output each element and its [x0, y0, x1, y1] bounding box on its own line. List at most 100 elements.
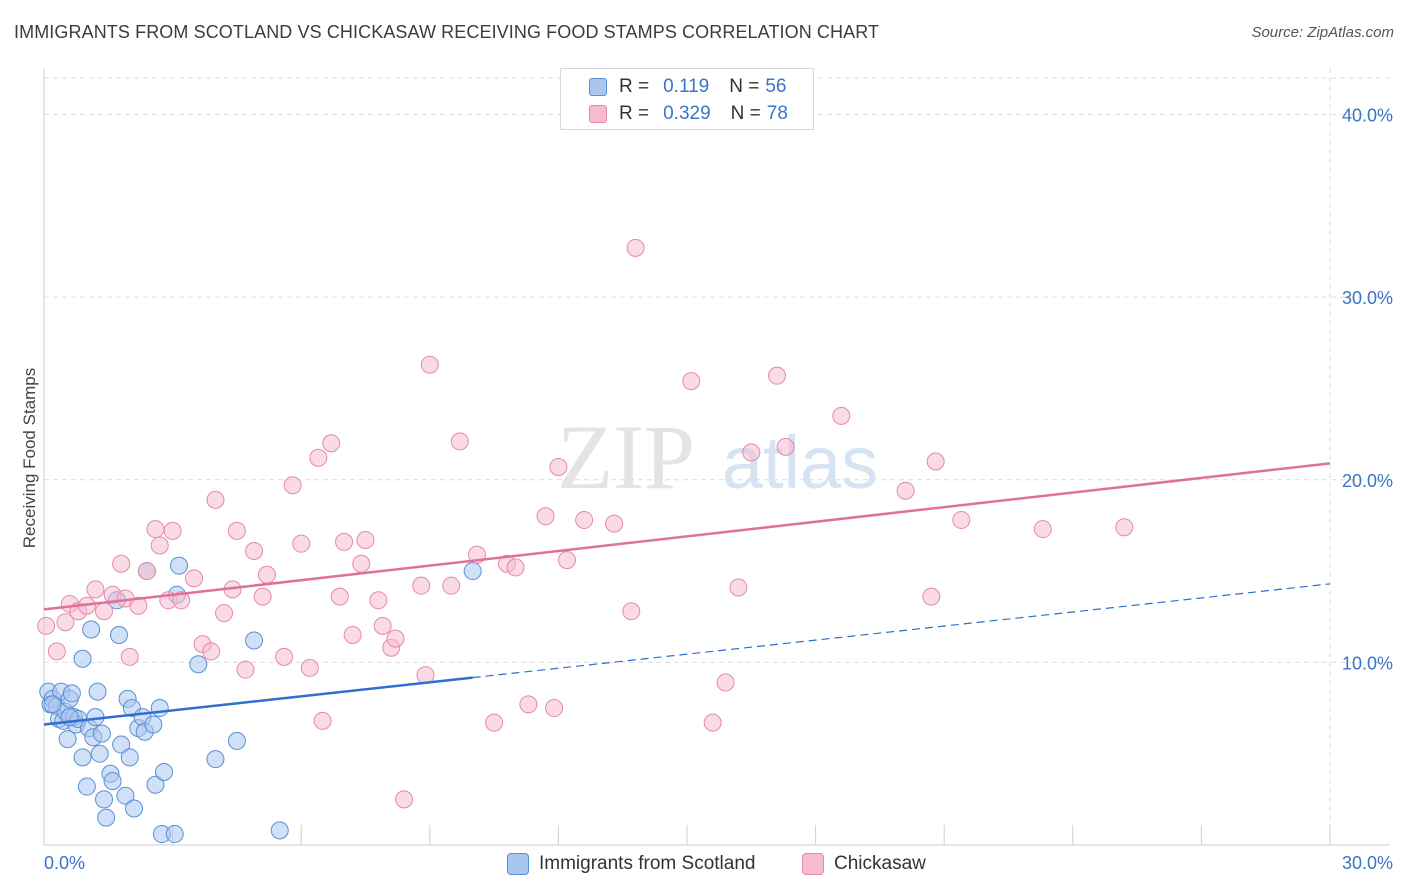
- scotland-point: [165, 825, 184, 844]
- chickasaw-point: [309, 448, 328, 467]
- legend-n-label: N =: [729, 76, 760, 97]
- chickasaw-point: [450, 432, 469, 451]
- legend-row-chickasaw: R = 0.329 N = 78: [589, 101, 788, 127]
- chickasaw-trend: [43, 462, 1331, 611]
- scotland-point: [245, 631, 264, 650]
- chickasaw-point: [742, 443, 761, 462]
- chickasaw-point: [283, 476, 302, 495]
- bottom-legend-swatch-pink: [802, 853, 824, 875]
- chickasaw-point: [922, 587, 941, 606]
- scotland-point: [116, 786, 135, 805]
- chickasaw-point: [549, 457, 568, 476]
- chickasaw-point: [926, 452, 945, 471]
- chickasaw-point: [395, 790, 414, 809]
- chickasaw-point: [185, 569, 204, 588]
- chickasaw-point: [536, 507, 555, 526]
- scotland-trend-dashed: [472, 583, 1331, 679]
- chickasaw-point: [575, 510, 594, 529]
- trend-lines: [43, 462, 1331, 726]
- scotland-point: [170, 556, 189, 575]
- chickasaw-point: [356, 531, 375, 550]
- chickasaw-point: [952, 510, 971, 529]
- chickasaw-point: [768, 366, 787, 385]
- chickasaw-point: [896, 481, 915, 500]
- chickasaw-point: [300, 658, 319, 677]
- chickasaw-point: [227, 521, 246, 540]
- watermark-atlas: atlas: [722, 421, 878, 504]
- chickasaw-point: [519, 695, 538, 714]
- chart-title: IMMIGRANTS FROM SCOTLAND VS CHICKASAW RE…: [14, 22, 880, 42]
- scotland-point: [73, 748, 92, 767]
- chickasaw-point: [146, 520, 165, 539]
- scotland-point: [92, 724, 111, 743]
- chickasaw-point: [236, 660, 255, 679]
- chickasaw-point: [622, 602, 641, 621]
- watermark-zip: ZIP: [557, 406, 695, 508]
- scotland-point: [189, 655, 208, 674]
- chickasaw-point: [313, 711, 332, 730]
- bottom-legend-label: Chickasaw: [834, 853, 926, 874]
- legend-n-value: 78: [766, 103, 788, 124]
- chickasaw-point: [716, 673, 735, 692]
- chickasaw-point: [369, 591, 388, 610]
- scotland-point: [120, 748, 139, 767]
- legend: R = 0.119 N = 56 R = 0.329 N = 78: [560, 68, 814, 130]
- chickasaw-point: [682, 372, 701, 391]
- scotland-point: [270, 821, 289, 840]
- chickasaw-point: [86, 580, 105, 599]
- scotland-point: [125, 799, 144, 818]
- scotland-trend-solid: [43, 676, 473, 726]
- bottom-legend-label: Immigrants from Scotland: [539, 853, 756, 874]
- legend-r-label: R =: [619, 103, 650, 124]
- chickasaw-point: [832, 406, 851, 425]
- chickasaw-point: [150, 536, 169, 555]
- scotland-point: [206, 750, 225, 769]
- chickasaw-point: [37, 616, 56, 635]
- scotland-point: [88, 682, 107, 701]
- legend-r-value: 0.329: [663, 103, 711, 124]
- chickasaw-point: [442, 576, 461, 595]
- chickasaw-point: [172, 591, 191, 610]
- chickasaw-point: [729, 578, 748, 597]
- legend-r-label: R =: [619, 76, 650, 97]
- chickasaw-point: [215, 604, 234, 623]
- scotland-point: [62, 684, 81, 703]
- chickasaw-point: [506, 558, 525, 577]
- chickasaw-point: [352, 554, 371, 573]
- legend-swatch-blue: [589, 78, 607, 96]
- scotland-point: [144, 715, 163, 734]
- chickasaw-point: [386, 629, 405, 648]
- scotland-point: [82, 620, 101, 639]
- chickasaw-point: [373, 616, 392, 635]
- chickasaw-point: [112, 554, 131, 573]
- legend-swatch-pink: [589, 105, 607, 123]
- chickasaw-point: [275, 647, 294, 666]
- scotland-point: [95, 790, 114, 809]
- scotland-point: [150, 699, 169, 718]
- source-label: Source: ZipAtlas.com: [1251, 24, 1394, 41]
- chickasaw-point: [137, 562, 156, 581]
- scotland-point: [463, 562, 482, 581]
- axes: [43, 68, 1390, 846]
- chickasaw-point: [292, 534, 311, 553]
- scotland-point: [146, 775, 165, 794]
- x-tick-label: 30.0%: [1342, 853, 1393, 873]
- scotland-point: [97, 808, 116, 827]
- y-tick-label: 40.0%: [1342, 106, 1393, 126]
- chickasaw-point: [545, 699, 564, 718]
- chickasaw-point: [330, 587, 349, 606]
- chickasaw-point: [322, 434, 341, 453]
- scotland-point: [103, 772, 122, 791]
- chickasaw-point: [1115, 518, 1134, 537]
- watermark: ZIP atlas: [557, 406, 878, 508]
- chickasaw-point: [485, 713, 504, 732]
- scotland-point: [90, 744, 109, 763]
- scotland-point: [155, 762, 174, 781]
- scotland-point: [43, 695, 62, 714]
- chickasaw-point: [95, 602, 114, 621]
- scotland-point: [110, 625, 129, 644]
- chickasaw-point: [47, 642, 66, 661]
- y-tick-label: 10.0%: [1342, 653, 1393, 673]
- chickasaw-point: [776, 437, 795, 456]
